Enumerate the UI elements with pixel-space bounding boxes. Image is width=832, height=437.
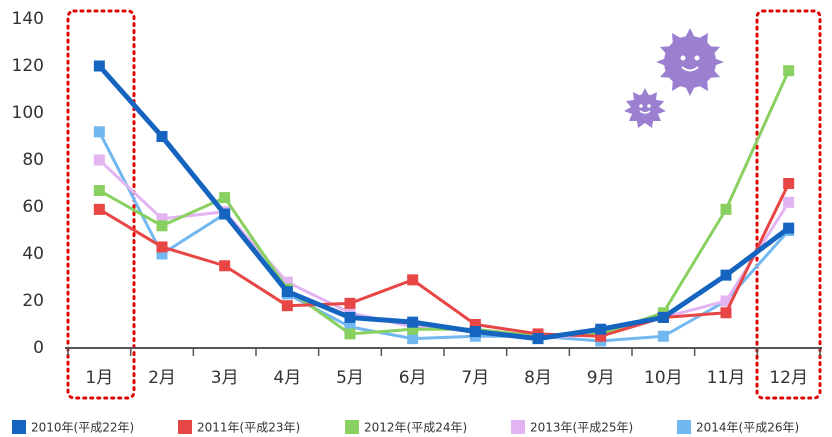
point [344, 297, 356, 309]
highlight-box [66, 9, 136, 400]
series-line [98, 182, 791, 338]
point [156, 131, 168, 142]
legend-label: 2011年(平成23年) [197, 421, 300, 435]
point [344, 321, 356, 333]
point [783, 222, 795, 234]
point [281, 286, 293, 298]
x-tick-label: 4月 [273, 368, 301, 388]
x-tick-label: 1月 [85, 368, 113, 388]
series-line [98, 70, 791, 338]
legend-swatch [178, 420, 192, 434]
x-tick-label: 2月 [148, 368, 176, 388]
x-tick-label: 7月 [461, 368, 489, 388]
y-tick-label: 120 [12, 56, 44, 76]
point [407, 316, 419, 328]
point [469, 319, 481, 330]
point [281, 276, 293, 288]
y-tick-label: 0 [33, 338, 44, 358]
legend-swatch [511, 420, 525, 434]
x-tick-label: 3月 [211, 368, 239, 388]
virus-icon [624, 28, 724, 128]
point [93, 203, 105, 215]
x-tick-label: 10月 [644, 368, 683, 388]
point [344, 328, 356, 340]
point [219, 260, 231, 272]
x-tick-label: 6月 [399, 368, 427, 388]
point [783, 65, 795, 77]
point [595, 323, 607, 335]
legend-label: 2012年(平成24年) [364, 421, 467, 435]
point [720, 203, 732, 215]
legend-swatch [677, 420, 691, 434]
point [783, 196, 795, 208]
x-tick-label: 9月 [587, 368, 615, 388]
y-tick-label: 60 [22, 197, 44, 217]
y-tick-label: 100 [12, 103, 44, 123]
point [783, 178, 795, 189]
point [532, 333, 544, 345]
point [219, 208, 231, 220]
point [407, 274, 419, 286]
point [657, 311, 669, 323]
point [93, 126, 105, 138]
legend-label: 2014年(平成26年) [696, 421, 799, 435]
y-tick-label: 20 [22, 291, 44, 311]
x-tick-label: 11月 [707, 368, 746, 388]
point [156, 220, 168, 232]
legend-label: 2010年(平成22年) [31, 421, 134, 435]
point [219, 192, 231, 204]
legend-label: 2013年(平成25年) [530, 421, 633, 435]
point [93, 60, 105, 72]
highlight-box [755, 9, 822, 400]
series-line [97, 131, 790, 343]
y-tick-label: 40 [22, 244, 44, 264]
point [407, 323, 419, 335]
legend-swatch [12, 420, 26, 434]
y-tick-label: 140 [12, 9, 44, 29]
x-tick-label: 8月 [524, 368, 552, 388]
x-tick-label: 12月 [769, 368, 808, 388]
point [156, 213, 168, 225]
point [344, 311, 356, 323]
point [469, 326, 481, 338]
point [720, 295, 732, 307]
point [595, 330, 607, 342]
point [156, 241, 168, 253]
point [281, 300, 293, 312]
y-tick-label: 80 [22, 150, 44, 170]
point [657, 330, 669, 342]
point [720, 307, 732, 319]
point [93, 154, 105, 166]
legend-swatch [345, 420, 359, 434]
point [720, 269, 732, 281]
point [93, 185, 105, 197]
point [156, 248, 168, 260]
point [407, 333, 419, 345]
series-line [97, 64, 791, 342]
x-tick-label: 5月 [336, 368, 364, 388]
